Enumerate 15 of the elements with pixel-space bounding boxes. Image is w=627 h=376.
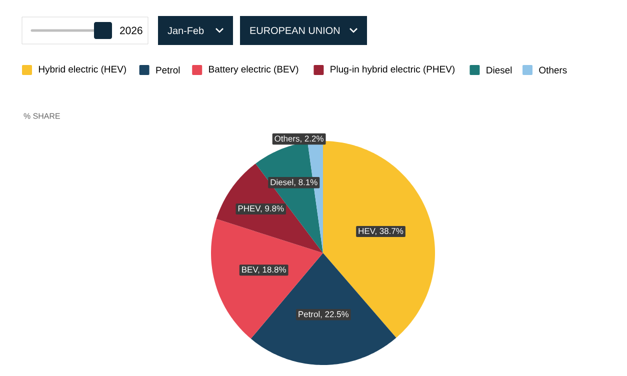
data-label: HEV, 38.7% <box>358 228 404 236</box>
data-label: Petrol, 22.5% <box>298 310 349 318</box>
text: 2026 <box>120 26 142 34</box>
data-label: Others, 2.2% <box>274 135 324 143</box>
legend-label: Diesel <box>486 66 512 74</box>
text: EUROPEAN UNION <box>250 26 340 34</box>
legend-label: Battery electric (BEV) <box>209 66 298 74</box>
data-label: BEV, 18.8% <box>242 266 286 274</box>
legend-label: Others <box>539 66 567 74</box>
text: Jan-Feb <box>168 26 204 34</box>
data-label: Diesel, 8.1% <box>270 179 318 186</box>
data-label: PHEV, 9.8% <box>238 205 284 212</box>
legend-label: Petrol <box>156 66 180 74</box>
legend-label: Hybrid electric (HEV) <box>38 66 126 74</box>
legend-label: Plug-in hybrid electric (PHEV) <box>330 66 454 74</box>
